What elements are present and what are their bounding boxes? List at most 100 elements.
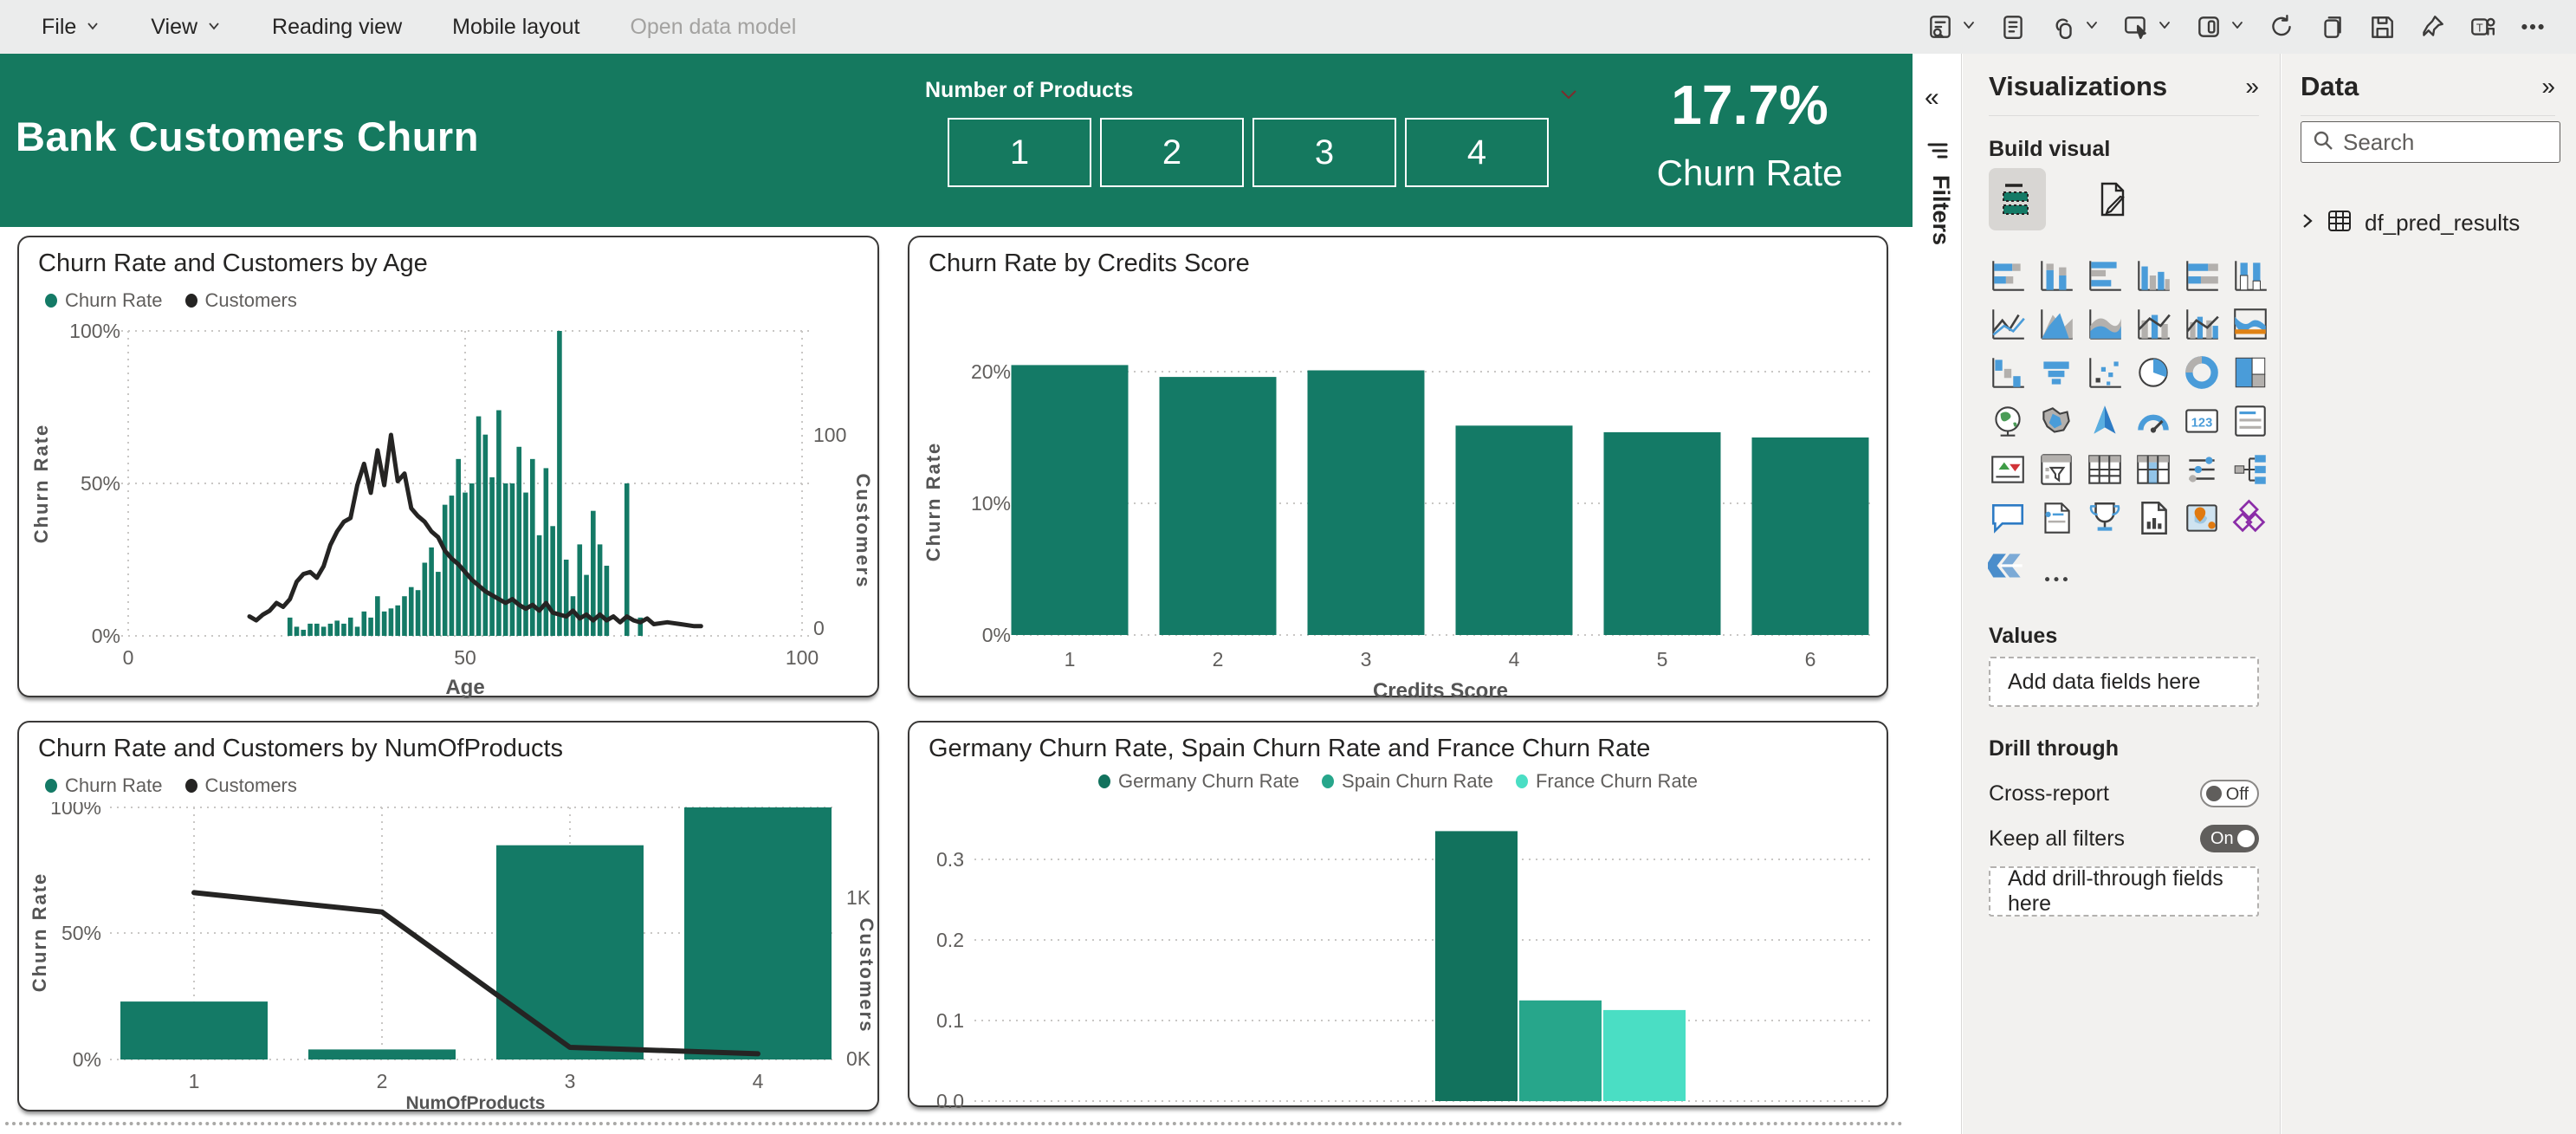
map-icon[interactable] (1984, 397, 2032, 445)
arcgis-map-icon[interactable] (2178, 494, 2226, 542)
chart-card-products[interactable]: Churn Rate and Customers by NumOfProduct… (17, 721, 879, 1113)
legend-item[interactable]: Churn Rate (45, 289, 163, 312)
stacked-column-chart-icon[interactable] (2032, 251, 2081, 300)
slicer-option-4[interactable]: 4 (1405, 118, 1549, 187)
slicer-icon[interactable] (2032, 445, 2081, 494)
donut-chart-icon[interactable] (2178, 348, 2226, 397)
filters-rail-label[interactable]: Filters (1928, 175, 1954, 246)
stacked-bar-chart-icon[interactable] (1984, 251, 2032, 300)
report-feedback-icon[interactable] (1926, 13, 1977, 41)
legend-item[interactable]: Customers (184, 289, 297, 312)
scatter-chart-icon[interactable] (2081, 348, 2129, 397)
decomposition-tree-icon[interactable] (2226, 445, 2275, 494)
ribbon-chart-icon[interactable] (2226, 300, 2275, 348)
qa-icon[interactable] (1984, 494, 2032, 542)
svg-text:Credits Score: Credits Score (1373, 679, 1508, 703)
area-chart-icon[interactable] (2032, 300, 2081, 348)
pie-chart-icon[interactable] (2129, 348, 2178, 397)
credit-score-plot: 20% 10% 0% 1 2 3 4 5 6 Credits Score Churn Rate (914, 320, 1886, 710)
data-search-box[interactable] (2301, 121, 2560, 163)
funnel-chart-icon[interactable] (2032, 348, 2081, 397)
kpi-icon[interactable] (1984, 445, 2032, 494)
more-visuals-icon[interactable] (2032, 542, 2081, 591)
metrics-icon[interactable] (2081, 494, 2129, 542)
smart-narrative-icon[interactable] (2032, 494, 2081, 542)
legend-item[interactable]: Churn Rate (45, 774, 163, 797)
power-apps-icon[interactable] (2226, 494, 2275, 542)
search-input[interactable] (2343, 128, 2542, 156)
chart-card-credit-score[interactable]: Churn Rate by Credits Score 20% 10% 0% 1 2 3 4… (908, 236, 1888, 703)
format-visual-icon[interactable] (2084, 168, 2141, 230)
clustered-column-chart-icon[interactable] (2129, 251, 2178, 300)
new-slicer-icon[interactable] (2178, 445, 2226, 494)
chevron-down-icon[interactable] (1559, 88, 1578, 105)
svg-text:4: 4 (1509, 648, 1520, 671)
kpi-card: 17.7% Churn Rate (1602, 54, 1897, 227)
keep-all-filters-toggle[interactable]: On (2200, 825, 2259, 852)
svg-text:T: T (2476, 21, 2483, 34)
gauge-icon[interactable] (2129, 397, 2178, 445)
slicer-option-1[interactable]: 1 (948, 118, 1091, 187)
line-chart-icon[interactable] (1984, 300, 2032, 348)
filled-map-icon[interactable] (2032, 397, 2081, 445)
svg-text:20%: 20% (971, 360, 1011, 383)
values-drop-zone[interactable]: Add data fields here (1989, 657, 2259, 707)
save-icon[interactable] (2368, 13, 2396, 41)
svg-text:100: 100 (813, 424, 846, 446)
table-df-pred-results[interactable]: df_pred_results (2301, 208, 2520, 238)
clustered-bar-chart-icon[interactable] (2081, 251, 2129, 300)
svg-text:1: 1 (1065, 648, 1076, 671)
menu-view[interactable]: View (151, 15, 222, 40)
cross-report-toggle[interactable]: Off (2200, 780, 2259, 807)
link-icon[interactable] (2049, 13, 2100, 41)
menu-mobile-layout[interactable]: Mobile layout (452, 14, 580, 39)
refresh-icon[interactable] (2268, 13, 2295, 41)
collapse-data-icon[interactable]: » (2541, 73, 2555, 100)
build-visual-icon[interactable] (1989, 168, 2046, 230)
legend-item[interactable]: Germany Churn Rate (1097, 770, 1299, 793)
line-stacked-column-chart-icon[interactable] (2129, 300, 2178, 348)
hundred-stacked-bar-chart-icon[interactable] (2178, 251, 2226, 300)
select-icon[interactable] (2122, 13, 2172, 41)
chevron-right-icon[interactable] (2301, 211, 2314, 235)
svg-text:2: 2 (377, 1070, 388, 1092)
slicer-option-3[interactable]: 3 (1252, 118, 1396, 187)
slicer-title: Number of Products (925, 78, 1134, 102)
filter-icon[interactable] (1926, 139, 1950, 167)
mobile-preview-icon[interactable] (2195, 13, 2245, 41)
azure-map-icon[interactable] (2081, 397, 2129, 445)
duplicate-icon[interactable] (2318, 13, 2346, 41)
svg-text:0K: 0K (846, 1047, 871, 1070)
chart-card-age[interactable]: Churn Rate and Customers by Age Churn Ra… (17, 236, 879, 699)
visual-type-gallery: 123 (1984, 251, 2278, 591)
drill-through-drop-zone[interactable]: Add drill-through fields here (1989, 866, 2259, 917)
menu-reading-view[interactable]: Reading view (272, 14, 403, 39)
pin-icon[interactable] (2418, 13, 2446, 41)
table-icon[interactable] (2081, 445, 2129, 494)
legend-item[interactable]: France Churn Rate (1515, 770, 1698, 793)
chart-title: Churn Rate and Customers by Age (38, 249, 428, 277)
collapse-visualizations-icon[interactable]: » (2245, 73, 2259, 100)
waterfall-chart-icon[interactable] (1984, 348, 2032, 397)
slicer-option-2[interactable]: 2 (1100, 118, 1244, 187)
line-clustered-column-chart-icon[interactable] (2178, 300, 2226, 348)
stacked-area-chart-icon[interactable] (2081, 300, 2129, 348)
notes-icon[interactable] (1999, 13, 2027, 41)
card-icon[interactable]: 123 (2178, 397, 2226, 445)
chart-legend: Churn Rate Customers (45, 289, 297, 312)
hundred-stacked-column-chart-icon[interactable] (2226, 251, 2275, 300)
legend-item[interactable]: Spain Churn Rate (1322, 770, 1493, 793)
multi-row-card-icon[interactable] (2226, 397, 2275, 445)
svg-text:4: 4 (753, 1070, 764, 1092)
legend-item[interactable]: Customers (184, 774, 297, 797)
paginated-report-icon[interactable] (2129, 494, 2178, 542)
menu-file[interactable]: File (42, 15, 100, 40)
power-automate-icon[interactable] (1984, 542, 2032, 591)
treemap-icon[interactable] (2226, 348, 2275, 397)
more-options-icon[interactable] (2519, 13, 2547, 41)
expand-filters-icon[interactable]: « (1925, 83, 1939, 112)
teams-icon[interactable]: T (2469, 13, 2496, 41)
matrix-icon[interactable] (2129, 445, 2178, 494)
chart-card-countries[interactable]: Germany Churn Rate, Spain Churn Rate and… (908, 721, 1888, 1112)
